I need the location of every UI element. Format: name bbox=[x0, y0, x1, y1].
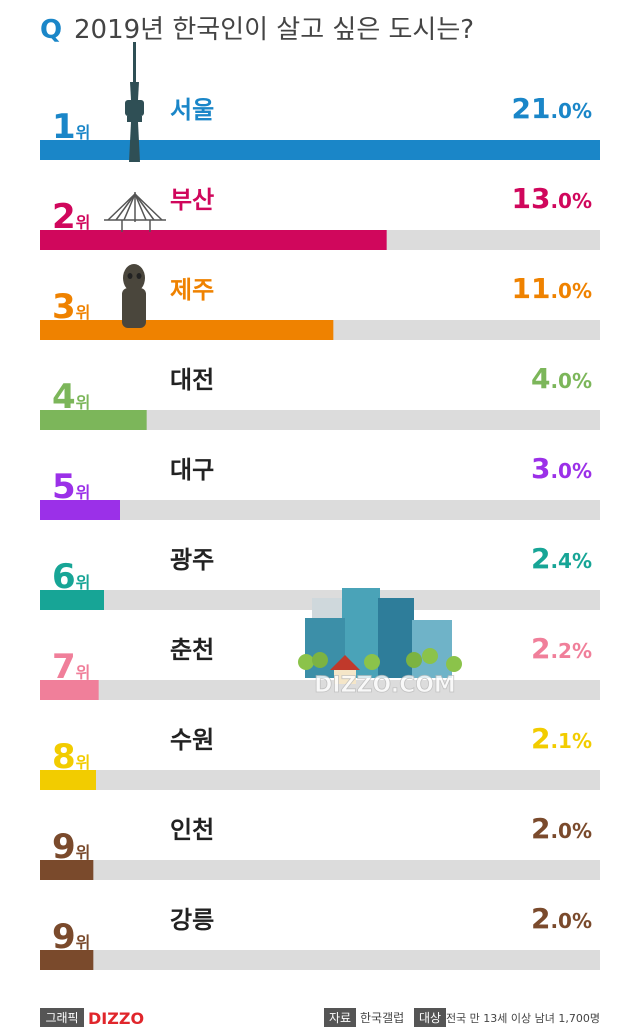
rank-label: 3위 bbox=[52, 287, 90, 327]
bar bbox=[40, 140, 600, 160]
rank-label: 8위 bbox=[52, 737, 90, 777]
city-label: 강릉 bbox=[170, 906, 214, 934]
source: 한국갤럽 bbox=[360, 1011, 404, 1025]
bar-track bbox=[40, 410, 600, 430]
city-label: 제주 bbox=[170, 276, 214, 304]
city-label: 수원 bbox=[170, 726, 214, 754]
graphic-label-box bbox=[40, 1008, 84, 1027]
city-label: 광주 bbox=[170, 546, 214, 574]
bar bbox=[40, 500, 120, 520]
value-label: 4.0% bbox=[531, 362, 592, 395]
bar bbox=[40, 950, 94, 970]
target-label-box bbox=[414, 1008, 446, 1027]
rank-label: 7위 bbox=[52, 647, 90, 687]
value-label: 21.0% bbox=[511, 92, 592, 125]
source-label: 자료 bbox=[329, 1011, 351, 1025]
rank-label: 9위 bbox=[52, 827, 90, 867]
source-label-box bbox=[324, 1008, 356, 1027]
city-label: 춘천 bbox=[170, 636, 214, 664]
bar bbox=[40, 230, 387, 250]
rank-label: 4위 bbox=[52, 377, 90, 417]
value-label: 13.0% bbox=[511, 182, 592, 215]
bar-track bbox=[40, 500, 600, 520]
bar bbox=[40, 410, 147, 430]
bar bbox=[40, 770, 96, 790]
bar-track bbox=[40, 770, 600, 790]
rank-label: 6위 bbox=[52, 557, 90, 597]
bridge-icon bbox=[104, 192, 166, 232]
bar bbox=[40, 860, 94, 880]
chart-title: 2019년 한국인이 살고 싶은 도시는? bbox=[74, 15, 474, 45]
rank-label: 2위 bbox=[52, 197, 90, 237]
bars: 1위 서울 21.0% 2위 부산 13.0% 3위 제주 11.0% 4위 대전 4.0% 5위 대구 3… bbox=[40, 92, 600, 970]
value-label: 2.2% bbox=[531, 632, 592, 665]
tower-icon bbox=[125, 42, 144, 162]
target-label: 대상 bbox=[419, 1011, 441, 1025]
target: 전국 만 13세 이상 남녀 1,700명 bbox=[446, 1012, 600, 1025]
rank-label: 9위 bbox=[52, 917, 90, 957]
city-label: 서울 bbox=[170, 96, 214, 124]
bar-track bbox=[40, 680, 600, 700]
city-label: 대구 bbox=[170, 456, 214, 484]
watermark: DIZZO.COM bbox=[314, 673, 456, 698]
bar bbox=[40, 320, 334, 340]
value-label: 2.0% bbox=[531, 812, 592, 845]
graphic-label: 그래픽 bbox=[45, 1011, 78, 1025]
value-label: 2.4% bbox=[531, 542, 592, 575]
bar bbox=[40, 680, 99, 700]
bar-track bbox=[40, 860, 600, 880]
city-label: 인천 bbox=[170, 816, 214, 844]
city-label: 부산 bbox=[170, 186, 214, 214]
bar-track bbox=[40, 950, 600, 970]
city-buildings-icon bbox=[298, 588, 462, 684]
value-label: 11.0% bbox=[511, 272, 592, 305]
brand: DIZZO bbox=[88, 1009, 144, 1028]
stone-statue-icon bbox=[122, 264, 146, 328]
value-label: 2.0% bbox=[531, 902, 592, 935]
q-mark: Q bbox=[40, 15, 62, 45]
rank-label: 5위 bbox=[52, 467, 90, 507]
value-label: 3.0% bbox=[531, 452, 592, 485]
rank-label: 1위 bbox=[52, 107, 90, 147]
value-label: 2.1% bbox=[531, 722, 592, 755]
bar bbox=[40, 590, 104, 610]
city-label: 대전 bbox=[170, 366, 214, 394]
